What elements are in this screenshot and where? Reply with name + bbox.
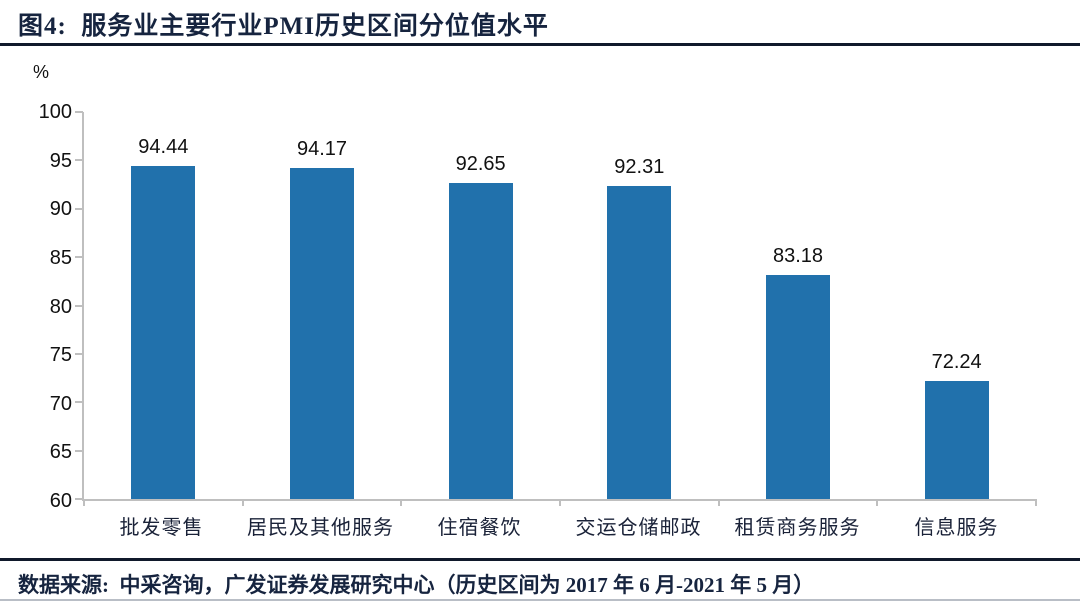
x-category-label: 住宿餐饮 [437, 517, 522, 539]
x-category-label: 租赁商务服务 [734, 517, 861, 539]
x-category-label: 交运仓储邮政 [575, 517, 702, 539]
bar [131, 165, 196, 499]
bar-slot: 94.44 [84, 112, 243, 499]
figure-title: 图4: 服务业主要行业PMI历史区间分位值水平 [18, 13, 549, 40]
x-tick-mark [559, 499, 561, 506]
x-category-label: 批发零售 [119, 517, 204, 539]
y-tick-label: 60 [49, 490, 72, 512]
bar-value-label: 92.31 [614, 156, 665, 179]
bar-value-label: 94.17 [296, 138, 348, 161]
bar [765, 274, 830, 499]
bar-value-label: 72.24 [931, 350, 982, 373]
y-axis-tick-labels: 100 95 90 85 80 75 70 65 60 [0, 102, 72, 511]
y-tick-label: 80 [49, 295, 72, 318]
x-tick-mark [400, 499, 403, 506]
bar [289, 168, 354, 499]
y-tick-mark [75, 159, 83, 162]
x-tick-mark [83, 499, 85, 506]
bottom-divider [0, 599, 1080, 601]
bar-slot: 92.31 [560, 112, 719, 499]
bar [924, 380, 989, 499]
y-tick-mark [75, 207, 83, 210]
y-tick-label: 100 [38, 101, 72, 123]
x-axis-category-labels: 批发零售 居民及其他服务 住宿餐饮 交运仓储邮政 租赁商务服务 信息服务 [82, 511, 1036, 540]
y-tick-mark [75, 256, 83, 259]
y-tick-label: 65 [49, 441, 72, 464]
bar-slot: 72.24 [877, 112, 1036, 499]
bar-value-label: 83.18 [772, 244, 824, 267]
bar-slot: 94.17 [243, 112, 402, 499]
x-tick-mark [1035, 499, 1037, 506]
y-tick-label: 85 [49, 246, 72, 269]
bar-value-label: 92.65 [455, 153, 506, 176]
y-tick-mark [75, 498, 83, 500]
y-tick-mark [75, 111, 83, 113]
y-axis-unit-label: % [33, 62, 50, 82]
y-tick-mark [75, 449, 83, 452]
x-tick-mark [876, 499, 879, 506]
x-tick-mark [241, 499, 244, 506]
y-tick-label: 70 [49, 392, 72, 415]
bar-slot: 83.18 [719, 112, 878, 499]
x-tick-mark [717, 499, 720, 506]
bar [448, 183, 513, 499]
bar [607, 186, 672, 499]
title-divider [0, 43, 1080, 46]
y-tick-label: 90 [49, 198, 72, 221]
bar-slot: 92.65 [401, 112, 560, 499]
bar-value-label: 94.44 [138, 135, 189, 158]
x-category-label: 居民及其他服务 [247, 517, 394, 539]
y-tick-mark [75, 352, 83, 355]
x-category-label: 信息服务 [914, 517, 999, 539]
y-tick-mark [75, 401, 83, 404]
y-tick-label: 95 [49, 149, 72, 172]
y-tick-mark [75, 304, 83, 307]
footer-divider [0, 558, 1080, 561]
y-tick-label: 75 [49, 344, 72, 367]
plot-area: 94.44 94.17 92.65 92.31 83.18 72.24 [75, 111, 1037, 506]
data-source-note: 数据来源: 中采咨询，广发证券发展研究中心（历史区间为 2017 年 6 月-2… [18, 573, 815, 597]
